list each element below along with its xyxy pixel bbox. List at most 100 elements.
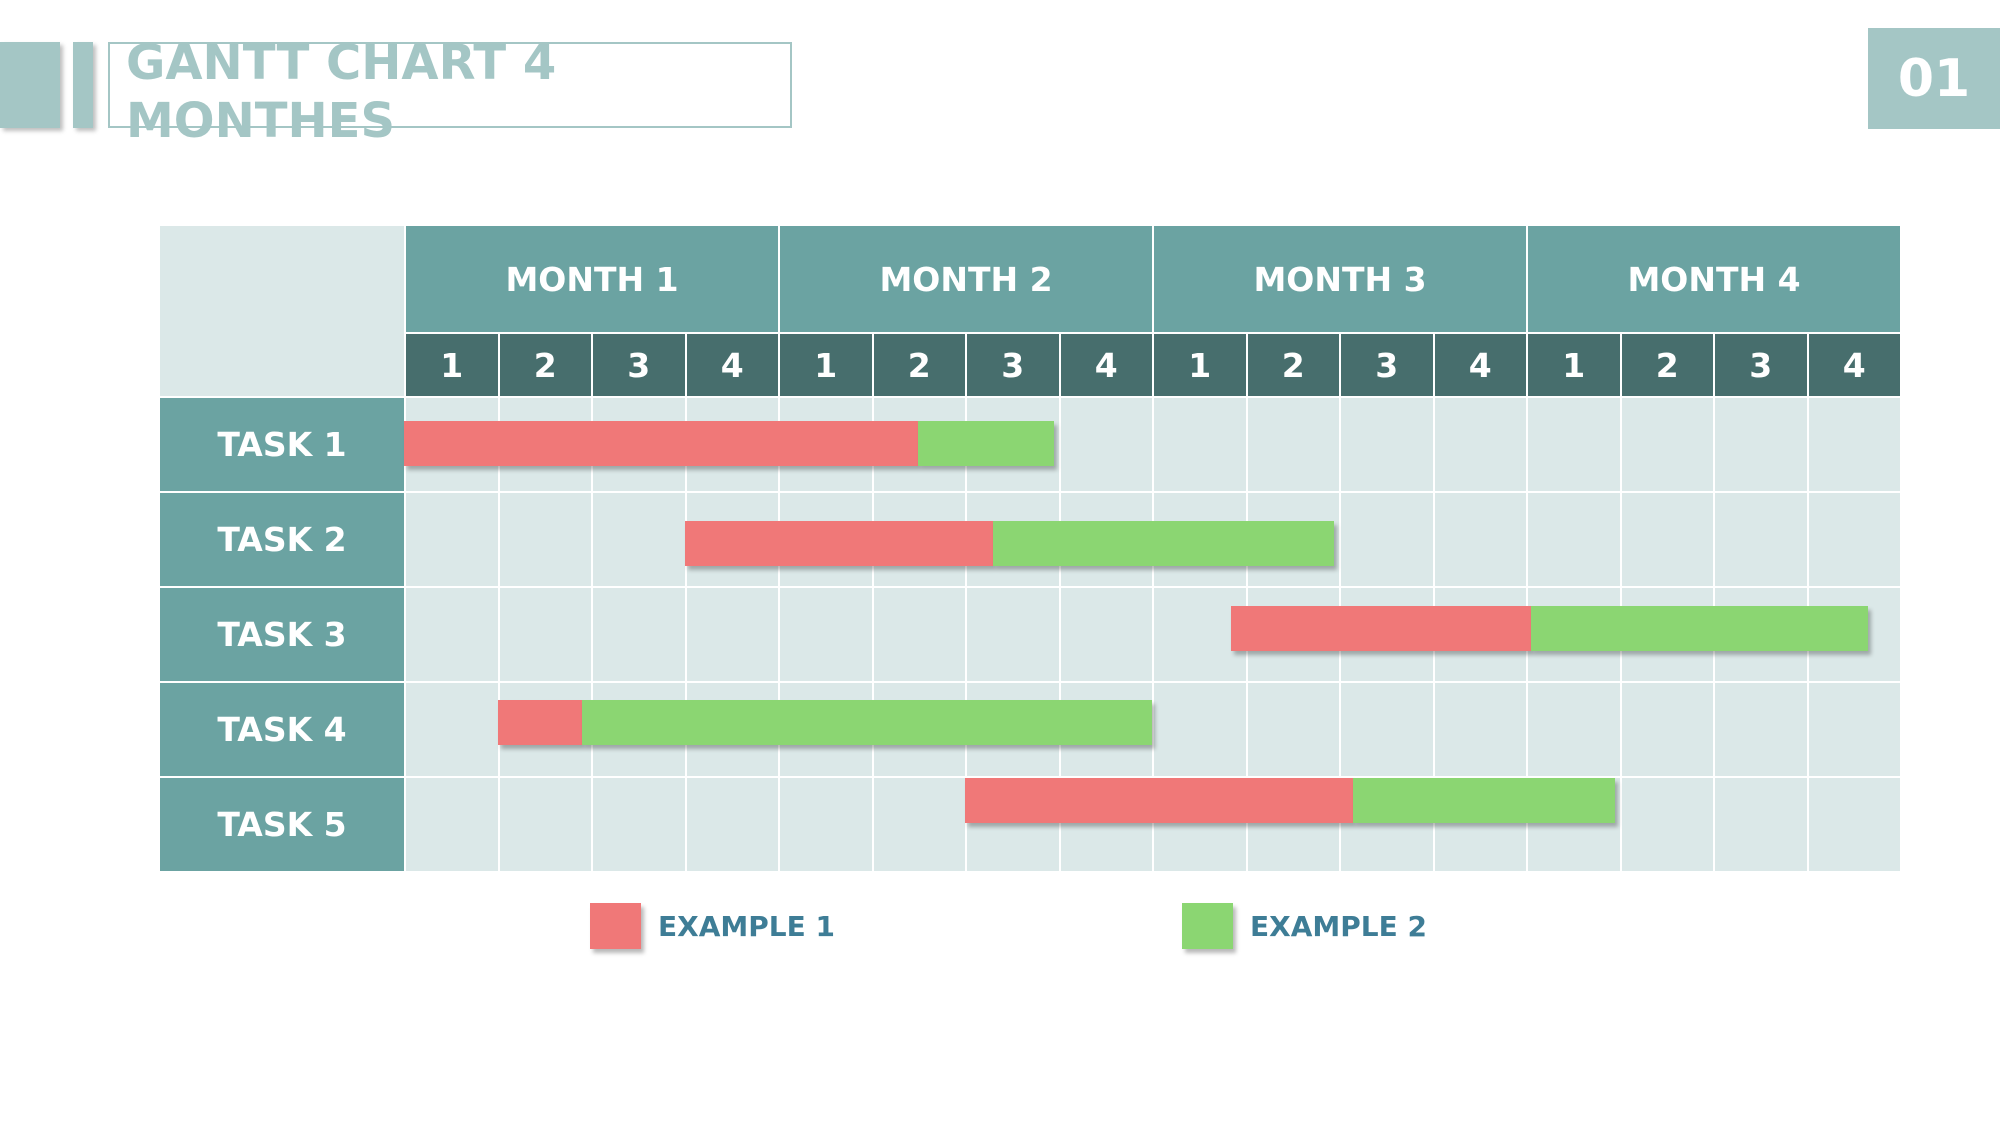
grid-cell	[406, 683, 498, 776]
month-header-4: MONTH 4	[1528, 226, 1900, 332]
grid-cell	[1341, 588, 1433, 681]
grid-cell	[1528, 398, 1620, 491]
legend-label-example-2: EXAMPLE 2	[1250, 909, 1427, 943]
week-header-7: 3	[967, 334, 1059, 396]
grid-cell	[1341, 493, 1433, 586]
grid-cell	[1715, 493, 1807, 586]
grid-cell	[499, 493, 591, 586]
page-title: GANTT CHART 4 MONTHES	[126, 35, 557, 149]
week-header-2: 2	[499, 334, 591, 396]
week-header-8: 4	[1060, 334, 1152, 396]
grid-cell	[873, 588, 965, 681]
grid-cell	[1808, 398, 1900, 491]
grid-cell	[593, 493, 685, 586]
grid-cell	[780, 683, 872, 776]
grid-cell	[1060, 398, 1152, 491]
month-header-1: MONTH 1	[406, 226, 778, 332]
grid-cell	[1154, 683, 1246, 776]
grid-cell	[499, 398, 591, 491]
week-header-11: 3	[1341, 334, 1433, 396]
grid-cell	[1808, 588, 1900, 681]
grid-cell	[406, 493, 498, 586]
grid-cell	[499, 778, 591, 871]
legend-item-example-1: EXAMPLE 1	[590, 903, 835, 949]
week-header-16: 4	[1808, 334, 1900, 396]
grid-cell	[1060, 778, 1152, 871]
week-header-9: 1	[1154, 334, 1246, 396]
grid-cell	[1434, 683, 1526, 776]
grid-cell	[1715, 683, 1807, 776]
task-label-3: TASK 3	[160, 588, 404, 681]
grid-cell	[406, 588, 498, 681]
grid-cell	[1434, 588, 1526, 681]
grid-cell	[1247, 588, 1339, 681]
grid-cell	[1715, 588, 1807, 681]
grid-cell	[1434, 398, 1526, 491]
week-header-5: 1	[780, 334, 872, 396]
title-deco-block-small	[73, 42, 93, 128]
grid-cell	[873, 683, 965, 776]
grid-cell	[1621, 683, 1713, 776]
grid-cell	[1060, 493, 1152, 586]
grid-cell	[1621, 778, 1713, 871]
task-label-4: TASK 4	[160, 683, 404, 776]
grid-cell	[686, 683, 778, 776]
grid-cell	[967, 493, 1059, 586]
legend-label-example-1: EXAMPLE 1	[658, 909, 835, 943]
grid-cell	[1528, 683, 1620, 776]
grid-cell	[686, 493, 778, 586]
grid-cell	[1621, 588, 1713, 681]
grid-cell	[1154, 493, 1246, 586]
grid-cell	[1621, 493, 1713, 586]
grid-cell	[1247, 493, 1339, 586]
task-label-1: TASK 1	[160, 398, 404, 491]
task-label-5: TASK 5	[160, 778, 404, 871]
grid-cell	[1341, 683, 1433, 776]
grid-cell	[1247, 398, 1339, 491]
legend-item-example-2: EXAMPLE 2	[1182, 903, 1427, 949]
grid-cell	[593, 588, 685, 681]
grid-cell	[1247, 683, 1339, 776]
grid-cell	[967, 588, 1059, 681]
grid-cell	[686, 588, 778, 681]
title-deco-block-large	[0, 42, 60, 128]
grid-cell	[780, 778, 872, 871]
week-header-12: 4	[1434, 334, 1526, 396]
grid-cell	[780, 588, 872, 681]
grid-cell	[1808, 493, 1900, 586]
grid-cell	[1621, 398, 1713, 491]
task-label-2: TASK 2	[160, 493, 404, 586]
grid-cell	[873, 398, 965, 491]
week-header-13: 1	[1528, 334, 1620, 396]
grid-cell	[1715, 398, 1807, 491]
month-header-3: MONTH 3	[1154, 226, 1526, 332]
grid-cell	[1060, 683, 1152, 776]
grid-cell	[1434, 493, 1526, 586]
grid-cell	[1247, 778, 1339, 871]
grid-cell	[593, 778, 685, 871]
grid-cell	[1154, 398, 1246, 491]
grid-cell	[499, 588, 591, 681]
grid-cell	[1434, 778, 1526, 871]
month-header-2: MONTH 2	[780, 226, 1152, 332]
grid-cell	[406, 398, 498, 491]
week-header-4: 4	[686, 334, 778, 396]
grid-cell	[1341, 398, 1433, 491]
grid-corner	[160, 226, 404, 396]
grid-cell	[1154, 588, 1246, 681]
grid-cell	[1528, 493, 1620, 586]
grid-cell	[593, 398, 685, 491]
grid-cell	[967, 398, 1059, 491]
grid-cell	[1715, 778, 1807, 871]
grid-cell	[1808, 778, 1900, 871]
grid-cell	[406, 778, 498, 871]
week-header-14: 2	[1621, 334, 1713, 396]
legend-swatch-example-2	[1182, 903, 1233, 949]
grid-cell	[1528, 588, 1620, 681]
legend-swatch-example-1	[590, 903, 641, 949]
week-header-15: 3	[1715, 334, 1807, 396]
grid-cell	[967, 778, 1059, 871]
grid-cell	[873, 493, 965, 586]
grid-cell	[780, 493, 872, 586]
